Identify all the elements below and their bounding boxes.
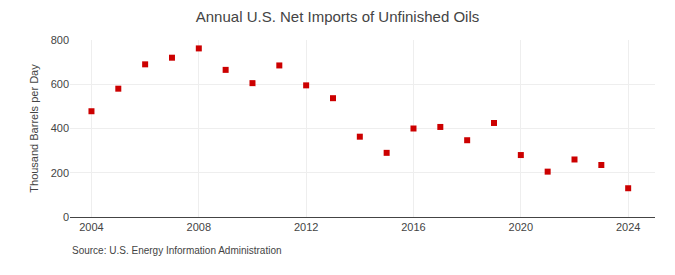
svg-text:0: 0: [63, 211, 69, 223]
svg-text:2012: 2012: [294, 221, 318, 233]
svg-text:2004: 2004: [79, 221, 103, 233]
svg-text:400: 400: [51, 122, 69, 134]
svg-text:2020: 2020: [509, 221, 533, 233]
svg-text:2016: 2016: [401, 221, 425, 233]
svg-text:2008: 2008: [187, 221, 211, 233]
svg-text:600: 600: [51, 78, 69, 90]
svg-text:Thousand Barrels per Day: Thousand Barrels per Day: [28, 64, 40, 193]
svg-text:200: 200: [51, 167, 69, 179]
svg-text:Annual U.S. Net Imports of Unf: Annual U.S. Net Imports of Unfinished Oi…: [196, 8, 479, 25]
svg-text:2024: 2024: [616, 221, 640, 233]
svg-text:800: 800: [51, 34, 69, 46]
svg-text:Source: U.S. Energy Informatio: Source: U.S. Energy Information Administ…: [72, 245, 282, 256]
